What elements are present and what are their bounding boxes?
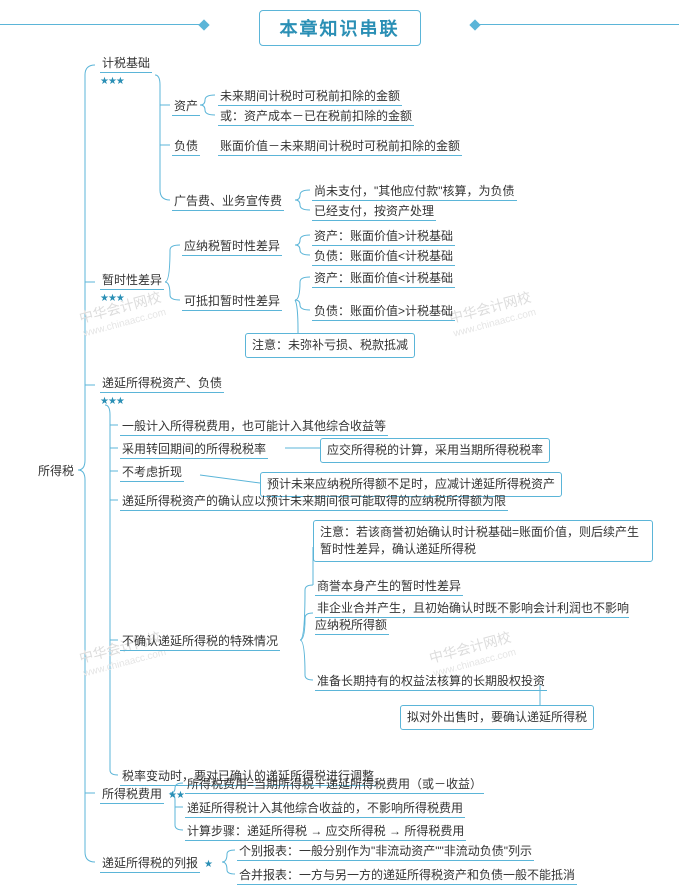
b1-c2-label: 负债 [172, 138, 200, 155]
diamond-right [469, 19, 480, 30]
b1-c1-t2: 或：资产成本－已在税前扣除的金额 [218, 108, 414, 125]
diamond-left [198, 19, 209, 30]
b4-label: 所得税费用★★ [100, 786, 184, 803]
b1-c3-label: 广告费、业务宣传费 [172, 193, 284, 210]
b3-t1: 一般计入所得税费用，也可能计入其他综合收益等 [120, 418, 388, 435]
watermark: 中华会计网校www.chinaacc.com [448, 289, 538, 339]
b3-t5-s2: 非企业合并产生，且初始确认时既不影响会计利润也不影响应纳税所得额 [315, 600, 635, 634]
b3-t2: 采用转回期间的所得税税率 [120, 441, 268, 458]
b3-t2-callout: 应交所得税的计算，采用当期所得税税率 [320, 438, 550, 463]
watermark: 中华会计网校www.chinaacc.com [428, 629, 518, 679]
b2-c2-label: 可抵扣暂时性差异 [182, 293, 282, 310]
b3-t5-s3-callout: 拟对外出售时，要确认递延所得税 [400, 705, 594, 730]
title-line-left [0, 24, 200, 25]
b2-c1-t1: 资产：账面价值>计税基础 [312, 228, 455, 245]
b4-t1: 所得税费用=当期所得税＋递延所得税费用（或－收益） [185, 776, 484, 793]
b3-label: 递延所得税资产、负债★★★ [100, 375, 224, 409]
b4-t3: 计算步骤：递延所得税 → 应交所得税 → 所得税费用 [185, 823, 466, 840]
title-line-right [479, 24, 679, 25]
b2-label: 暂时性差异★★★ [100, 272, 164, 306]
b3-t4: 递延所得税资产的确认应以预计未来期间很可能取得的应纳税所得额为限 [120, 493, 508, 510]
b3-t5-s3: 准备长期持有的权益法核算的长期股权投资 [315, 673, 547, 690]
title-bar: 本章知识串联 [0, 0, 679, 56]
root-node: 所得税 [38, 463, 74, 480]
b3-t5-s1: 商誉本身产生的暂时性差异 [315, 578, 463, 595]
b2-c2-t2: 负债：账面价值>计税基础 [312, 303, 455, 320]
b2-c1-t2: 负债：账面价值<计税基础 [312, 248, 455, 265]
b5-t1: 个别报表：一般分别作为"非流动资产""非流动负债"列示 [237, 843, 534, 860]
connector-lines [0, 50, 679, 879]
b2-c1-label: 应纳税暂时性差异 [182, 238, 282, 255]
b3-t5-note: 注意：若该商誉初始确认时计税基础=账面价值，则后续产生暂时性差异，确认递延所得税 [313, 520, 653, 562]
b2-note: 注意：未弥补亏损、税款抵减 [245, 333, 415, 358]
b5-t2: 合并报表：一方与另一方的递延所得税资产和负债一般不能抵消 [237, 867, 577, 884]
page-title: 本章知识串联 [259, 10, 421, 46]
b1-label: 计税基础★★★ [100, 55, 152, 89]
b1-c3-t2: 已经支付，按资产处理 [312, 203, 436, 220]
b1-c1-label: 资产 [172, 98, 200, 115]
b2-c2-t1: 资产：账面价值<计税基础 [312, 270, 455, 287]
b3-t3: 不考虑折现 [120, 464, 184, 481]
b3-t5-label: 不确认递延所得税的特殊情况 [120, 633, 280, 650]
b4-t2: 递延所得税计入其他综合收益的，不影响所得税费用 [185, 800, 465, 817]
b1-c2-t1: 账面价值－未来期间计税时可税前扣除的金额 [218, 138, 462, 155]
b1-c1-t1: 未来期间计税时可税前扣除的金额 [218, 88, 402, 105]
b5-label: 递延所得税的列报★ [100, 855, 212, 872]
b1-c3-t1: 尚未支付，"其他应付款"核算，为负债 [312, 183, 517, 200]
mindmap: 中华会计网校www.chinaacc.com 中华会计网校www.chinaac… [0, 50, 679, 879]
